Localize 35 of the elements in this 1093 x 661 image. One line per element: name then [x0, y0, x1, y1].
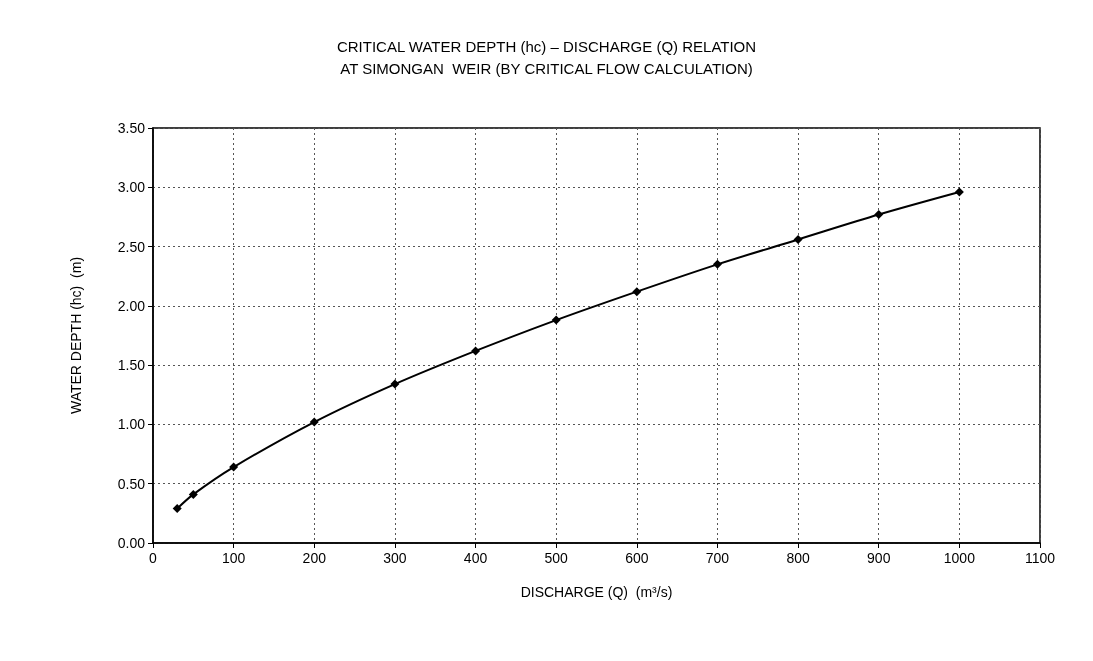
- point: [471, 346, 481, 356]
- y-tick-label: 2.50: [117, 238, 146, 255]
- x-tick-label: 600: [625, 550, 649, 566]
- point: [874, 210, 884, 220]
- x-tick-label: 900: [867, 550, 891, 566]
- x-tick-label: 800: [786, 550, 810, 566]
- y-tick-label: 1.00: [117, 416, 146, 433]
- chart-title: CRITICAL WATER DEPTH (hc) – DISCHARGE (Q) RELATION AT SIMONGAN WEIR (BY CRITICAL FLOW CALCULATION): [336, 37, 757, 77]
- x-tick-label: 400: [463, 550, 488, 566]
- point: [632, 287, 642, 297]
- x-axis-title: DISCHARGE (Q) (m³/s): [520, 584, 673, 600]
- x-tick-label: 500: [544, 550, 569, 566]
- point: [712, 259, 722, 269]
- x-tick-label: 300: [383, 550, 407, 566]
- y-tick-label: 0.50: [117, 475, 146, 492]
- x-tick-label: 700: [705, 550, 730, 566]
- y-tick-label: 0.00: [117, 535, 146, 551]
- y-tick-label: 1.50: [117, 357, 146, 374]
- x-tick-label: 100: [221, 550, 246, 566]
- y-tick-label: 3.50: [117, 120, 146, 136]
- point: [793, 234, 803, 244]
- point: [188, 489, 198, 499]
- x-tick-label: 1100: [1024, 550, 1056, 566]
- y-tick-label: 2.00: [117, 297, 146, 314]
- x-tick-label: 1000: [943, 550, 976, 566]
- point: [229, 462, 239, 472]
- point: [309, 417, 319, 427]
- y-tick-label: 3.00: [117, 179, 146, 196]
- x-tick-label: 200: [302, 550, 327, 566]
- y-axis-title: WATER DEPTH (hc) (m): [68, 256, 84, 415]
- point: [954, 187, 964, 197]
- point: [551, 315, 561, 325]
- x-tick-label: 0: [149, 550, 158, 566]
- point: [172, 504, 182, 514]
- point: [390, 379, 400, 389]
